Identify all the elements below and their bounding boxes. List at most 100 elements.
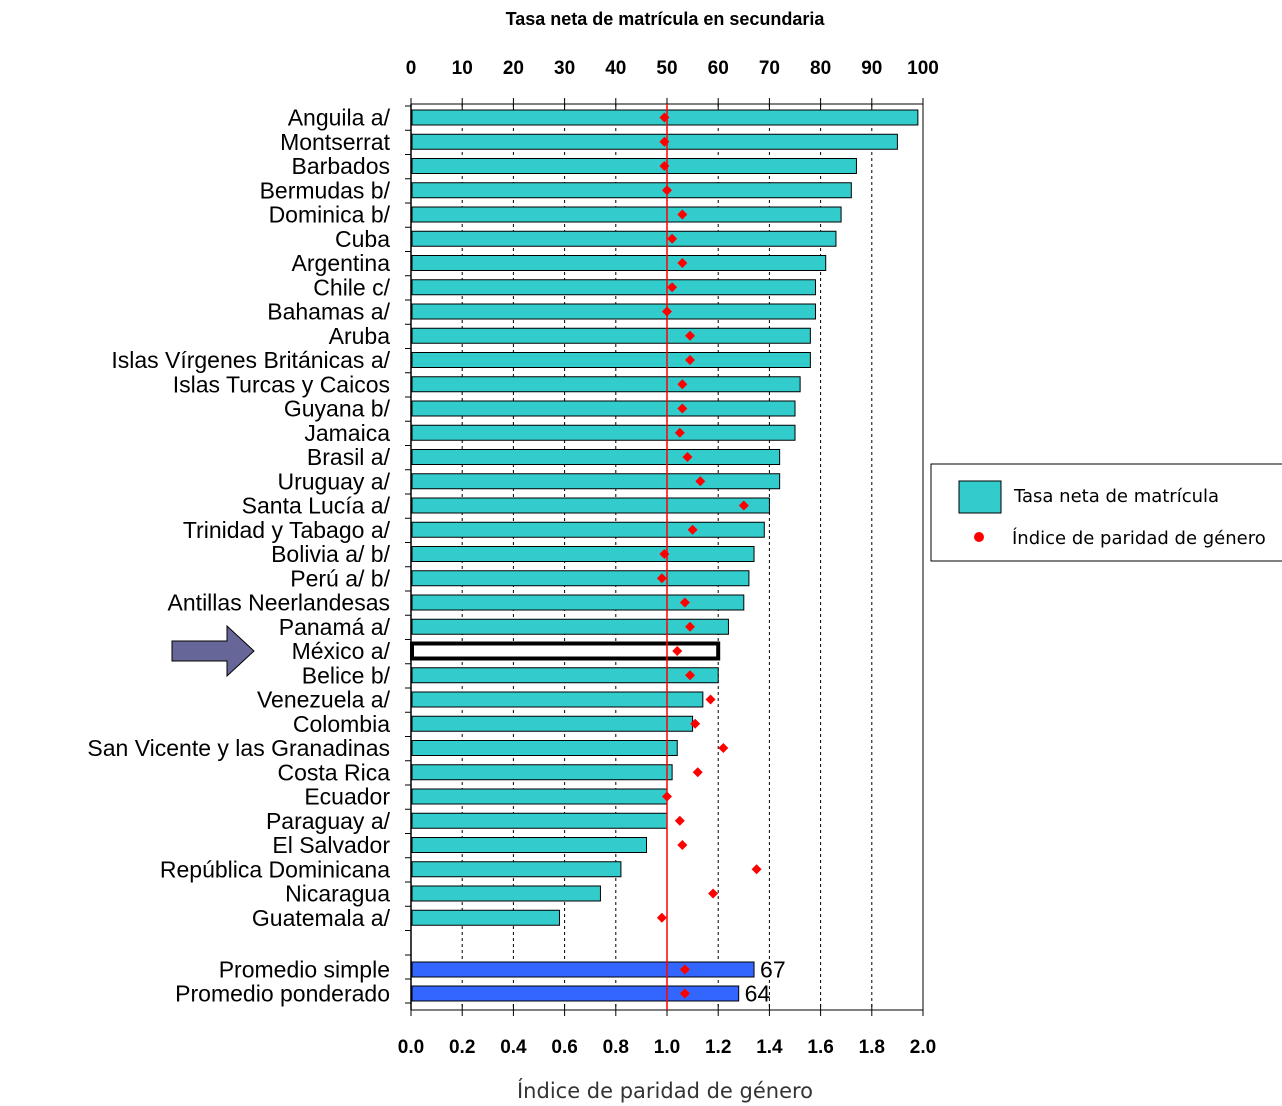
parity-marker-islas-turcas-y-caicos — [677, 379, 688, 390]
bar-bolivia-a-b — [411, 546, 755, 562]
bar-nicaragua — [411, 885, 601, 902]
top-tick-label: 30 — [554, 58, 575, 79]
bar-cuba — [411, 230, 837, 247]
category-label-chile-c: Chile c/ — [313, 274, 390, 300]
bar-panama-a — [411, 618, 729, 635]
bar-uruguay-a — [411, 473, 781, 490]
bottom-tick-label: 1.4 — [756, 1037, 783, 1058]
axes — [405, 98, 924, 1016]
category-label-guyana-b: Guyana b/ — [284, 396, 391, 422]
parity-marker-dominica-b — [677, 209, 688, 220]
top-tick-label: 20 — [503, 58, 524, 79]
category-label-panama-a: Panamá a/ — [279, 614, 391, 640]
category-label-jamaica: Jamaica — [304, 420, 390, 446]
parity-marker-promedio-simple — [679, 964, 690, 975]
bottom-tick-label: 1.8 — [859, 1037, 885, 1058]
parity-marker-costa-rica — [692, 767, 703, 778]
bar-mexico-a — [410, 641, 721, 661]
parity-marker-promedio-ponderado — [679, 988, 690, 999]
category-label-paraguay-a: Paraguay a/ — [266, 808, 391, 834]
category-label-venezuela-a: Venezuela a/ — [257, 687, 391, 713]
bottom-tick-label: 0.2 — [449, 1037, 475, 1058]
value-label-promedio-simple: 67 — [760, 957, 786, 983]
category-label-promedio-simple: Promedio simple — [219, 957, 390, 983]
legend-swatch-marker — [974, 532, 984, 542]
parity-marker-venezuela-a — [705, 694, 716, 705]
parity-markers — [656, 104, 762, 1010]
parity-marker-chile-c — [667, 282, 678, 293]
legend-label-marker: Índice de paridad de género — [1012, 527, 1266, 549]
parity-marker-mexico-a — [672, 646, 683, 656]
parity-marker-guyana-b — [677, 403, 688, 414]
bottom-tick-label: 0.6 — [551, 1037, 577, 1058]
category-label-mexico-a: México a/ — [292, 638, 391, 664]
parity-marker-nicaragua — [708, 888, 719, 899]
parity-marker-paraguay-a — [674, 815, 685, 826]
category-label-republica-dominicana: República Dominicana — [160, 856, 390, 882]
bar-aruba — [411, 327, 811, 344]
category-label-bolivia-a-b: Bolivia a/ b/ — [271, 541, 391, 567]
parity-marker-islas-virgenes-britanicas-a — [685, 355, 696, 365]
bottom-tick-label: 1.2 — [705, 1037, 731, 1058]
bar-chile-c — [411, 279, 816, 296]
top-tick-label: 50 — [656, 58, 677, 79]
bar-argentina — [411, 255, 827, 271]
category-label-bermudas-b: Bermudas b/ — [260, 177, 391, 203]
category-label-ecuador: Ecuador — [304, 784, 390, 810]
parity-marker-panama-a — [685, 621, 696, 632]
category-label-el-salvador: El Salvador — [272, 832, 390, 858]
bar-colombia — [411, 715, 694, 732]
category-label-islas-turcas-y-caicos: Islas Turcas y Caicos — [173, 371, 390, 397]
bar-trinidad-y-tabago-a — [411, 521, 765, 538]
bar-san-vicente-y-las-granadinas — [411, 740, 678, 756]
bar-guatemala-a — [411, 909, 560, 926]
bottom-tick-label: 1.0 — [654, 1037, 680, 1058]
parity-marker-el-salvador — [677, 840, 688, 850]
value-label-promedio-ponderado: 64 — [745, 981, 771, 1007]
top-tick-label: 10 — [452, 58, 473, 79]
top-tick-label: 70 — [759, 58, 780, 79]
bar-brasil-a — [411, 449, 781, 465]
top-tick-label: 80 — [810, 58, 831, 79]
category-label-uruguay-a: Uruguay a/ — [277, 468, 390, 494]
category-label-montserrat: Montserrat — [280, 129, 391, 155]
category-label-islas-virgenes-britanicas-a: Islas Vírgenes Británicas a/ — [111, 347, 390, 373]
bottom-tick-label: 0.4 — [500, 1037, 527, 1058]
parity-marker-uruguay-a — [695, 476, 706, 487]
bar-costa-rica — [411, 764, 673, 781]
bar-paraguay-a — [411, 812, 668, 829]
category-label-costa-rica: Costa Rica — [278, 759, 391, 785]
bar-montserrat — [411, 133, 898, 150]
parity-marker-san-vicente-y-las-granadinas — [718, 743, 729, 753]
bottom-tick-label: 1.6 — [807, 1037, 833, 1058]
category-label-promedio-ponderado: Promedio ponderado — [175, 981, 390, 1007]
legend: Tasa neta de matrícula Índice de paridad … — [930, 463, 1282, 562]
category-label-peru-a-b: Perú a/ b/ — [290, 565, 390, 591]
parity-marker-jamaica — [674, 427, 685, 438]
category-label-santa-lucia-a: Santa Lucía a/ — [242, 493, 391, 519]
bottom-tick-label: 2.0 — [910, 1037, 936, 1058]
bottom-tick-label: 0.0 — [398, 1037, 424, 1058]
parity-marker-brasil-a — [682, 452, 693, 462]
bar-republica-dominicana — [411, 861, 622, 878]
parity-marker-guatemala-a — [656, 912, 667, 923]
chart-title: Tasa neta de matrícula en secundaria — [506, 9, 826, 29]
bar-guyana-b — [411, 400, 796, 417]
bottom-tick-label: 0.8 — [603, 1037, 629, 1058]
highlight-arrow — [171, 624, 255, 678]
category-label-dominica-b: Dominica b/ — [269, 202, 391, 228]
bar-belice-b — [411, 667, 719, 684]
category-label-cuba: Cuba — [335, 226, 390, 252]
top-tick-label: 40 — [605, 58, 626, 79]
parity-marker-colombia — [690, 718, 701, 729]
parity-marker-republica-dominicana — [751, 864, 762, 875]
parity-marker-trinidad-y-tabago-a — [687, 524, 698, 535]
bar-promedio-simple — [411, 961, 755, 978]
bar-santa-lucia-a — [411, 497, 770, 514]
arrow-icon — [171, 624, 255, 678]
parity-marker-argentina — [677, 258, 688, 268]
bar-jamaica — [411, 424, 796, 441]
